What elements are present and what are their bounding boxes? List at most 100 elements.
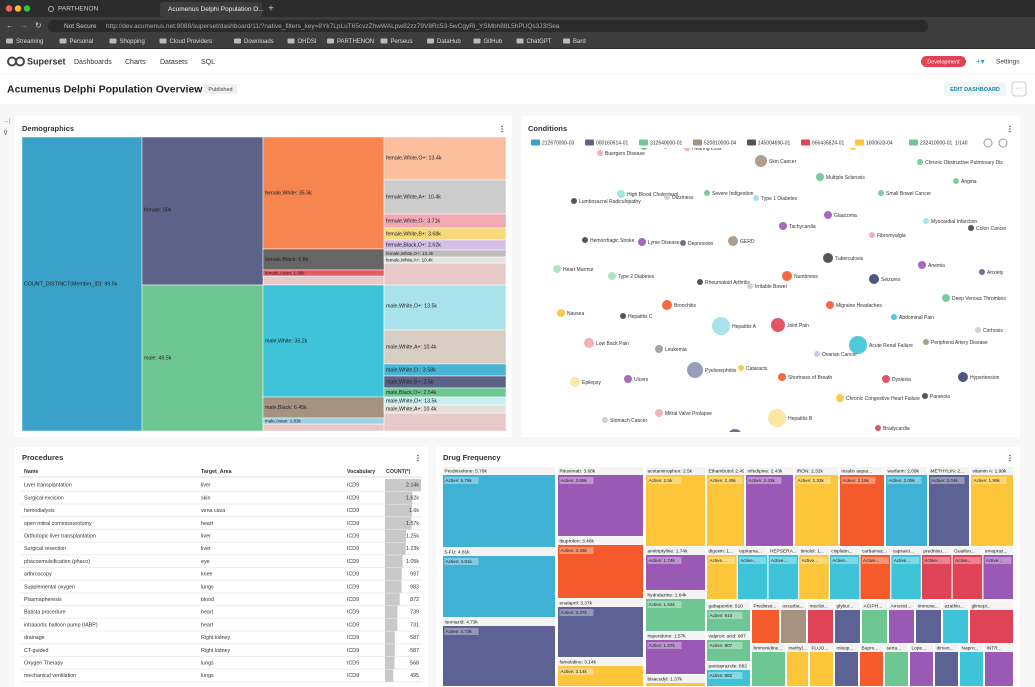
reload-button[interactable]: ↻ (35, 21, 42, 30)
plus-button[interactable]: +▾ (976, 57, 985, 66)
drug-cell[interactable]: capsaici... Active... (891, 547, 921, 599)
column-header[interactable]: Target_Area (201, 469, 232, 475)
drug-cell[interactable]: dimen... (935, 644, 958, 686)
legend-label[interactable]: 666436824-01 (812, 140, 844, 146)
bubble[interactable] (875, 425, 881, 431)
legend-label[interactable]: 212670000-03 (542, 140, 574, 146)
legend-swatch[interactable] (531, 139, 540, 146)
bubble[interactable] (918, 261, 926, 269)
legend-label[interactable]: 232410000-01 (920, 140, 952, 146)
legend-swatch[interactable] (693, 139, 702, 146)
drug-cell[interactable]: Isoniazid: 4.73k Active: 4.73k (443, 618, 555, 686)
more-button[interactable] (1011, 81, 1027, 97)
drug-cell[interactable]: amitriptyline: 1.74k Active: 1.74k (646, 547, 705, 590)
bubble[interactable] (869, 232, 875, 238)
bubble[interactable] (728, 429, 742, 443)
drug-cell[interactable]: pantoprazole: 882 Active: 882 (707, 662, 750, 686)
legend-label[interactable]: 145004690-01 (758, 140, 790, 146)
filter-icon[interactable]: ⊽ (3, 129, 8, 137)
drug-cell[interactable]: brimonidine... (752, 644, 785, 686)
bubble[interactable] (968, 225, 974, 231)
drug-cell[interactable]: ACIPH... (862, 602, 887, 643)
bubble[interactable] (704, 190, 710, 196)
bubble[interactable] (824, 211, 832, 219)
bubble[interactable] (782, 271, 792, 281)
drug-cell[interactable]: serta... (885, 644, 908, 686)
drug-cell[interactable]: insulin aspar... Active: 2.15k (840, 467, 884, 546)
bubble[interactable] (697, 279, 703, 285)
nav-item[interactable]: Charts (125, 59, 146, 66)
drug-cell[interactable]: valproic acid: 907 Active: 907 (707, 632, 750, 661)
drug-cell[interactable]: famotidine: 3.14k Active: 3.14k (558, 658, 643, 686)
menu-dot[interactable] (501, 128, 503, 130)
drug-cell[interactable]: 5-FU: 4.81k Active: 4.81k (443, 548, 555, 617)
drug-cell[interactable]: digoxin: 1... Active... (707, 547, 737, 599)
bubble[interactable] (942, 294, 950, 302)
drug-cell[interactable]: enalapril: 3.37k Active: 3.37k (558, 599, 643, 657)
bubble[interactable] (979, 269, 985, 275)
menu-dot[interactable] (1009, 457, 1011, 459)
bubble[interactable] (849, 142, 857, 150)
favorite-star[interactable]: ☆ (193, 84, 201, 94)
menu-dot[interactable] (417, 459, 419, 462)
drug-cell[interactable]: nifedipine: 2.43k Active: 2.43k (746, 467, 793, 546)
drug-cell[interactable]: INTR... (985, 644, 1013, 686)
bubble[interactable] (571, 198, 577, 204)
drug-cell[interactable]: METHYLIN: 2... Active: 2.04k (929, 467, 969, 546)
bubble[interactable] (816, 173, 824, 181)
drug-cell[interactable]: glimepi... (970, 602, 1013, 643)
bubble[interactable] (664, 194, 670, 200)
filter-toggle[interactable]: →| (3, 119, 11, 125)
menu-dot[interactable] (1009, 459, 1011, 462)
drug-cell[interactable]: warfarin: 2.09k Active: 2.09k (886, 467, 927, 546)
edit-button[interactable] (944, 82, 1006, 96)
drug-cell[interactable]: hydralazine: 1.64k Active: 1.64k (646, 591, 705, 631)
menu-dot[interactable] (1009, 128, 1011, 130)
drug-cell[interactable]: cisplatin... Active... (829, 547, 860, 599)
bubble[interactable] (728, 236, 738, 246)
drug-cell[interactable]: gabapentin: 910 Active: 910 (707, 602, 750, 631)
bubble[interactable] (778, 373, 786, 381)
bubble[interactable] (597, 150, 603, 156)
drug-cell[interactable]: Ethambutol: 2.49k Active: 2.48k (707, 467, 748, 546)
bubble[interactable] (680, 240, 686, 246)
address-bar[interactable] (48, 20, 928, 32)
drug-cell[interactable]: Prednisolone: 5.78k Active: 5.78k (443, 467, 555, 547)
bubble[interactable] (755, 155, 767, 167)
column-header[interactable]: Name (24, 469, 38, 475)
drug-cell[interactable]: Napro... (960, 644, 983, 686)
bubble[interactable] (617, 190, 625, 198)
bubble[interactable] (662, 300, 672, 310)
zoom-button[interactable] (23, 5, 31, 12)
bubble[interactable] (849, 336, 867, 354)
bubble[interactable] (624, 375, 632, 383)
bubble[interactable] (655, 345, 663, 353)
drug-cell[interactable]: Bupro... (860, 644, 883, 686)
bubble[interactable] (891, 314, 897, 320)
bookmark[interactable]: ChatGPT (527, 39, 552, 45)
nav-item[interactable]: Dashboards (74, 59, 112, 66)
legend-swatch[interactable] (747, 139, 756, 146)
bookmark[interactable]: DataHub (437, 39, 461, 45)
drug-cell[interactable]: meclizi... (808, 602, 833, 643)
menu-dot[interactable] (501, 125, 503, 128)
bubble[interactable] (882, 375, 890, 383)
drug-cell[interactable]: Immune... (916, 602, 941, 643)
bubble[interactable] (826, 301, 834, 309)
bubble[interactable] (923, 218, 929, 224)
bubble[interactable] (753, 195, 759, 201)
menu-dot[interactable] (1009, 130, 1011, 133)
drug-cell[interactable]: risperidone: 1.57k Active: 1.57k (646, 632, 705, 674)
drug-cell[interactable]: FLUO... (810, 644, 833, 686)
tab-title[interactable]: Acumenus Delphi Population O... (168, 6, 264, 13)
nav-item[interactable]: Datasets (160, 59, 188, 66)
legend-swatch[interactable] (855, 139, 864, 146)
bubble[interactable] (620, 313, 626, 319)
bubble[interactable] (738, 365, 744, 371)
bookmark[interactable]: OHDSI (298, 39, 317, 45)
legend-swatch[interactable] (639, 139, 648, 146)
menu-dot[interactable] (417, 457, 419, 459)
bookmark[interactable]: PARTHENON (337, 39, 374, 45)
legend-swatch[interactable] (801, 139, 810, 146)
bubble[interactable] (684, 145, 690, 151)
